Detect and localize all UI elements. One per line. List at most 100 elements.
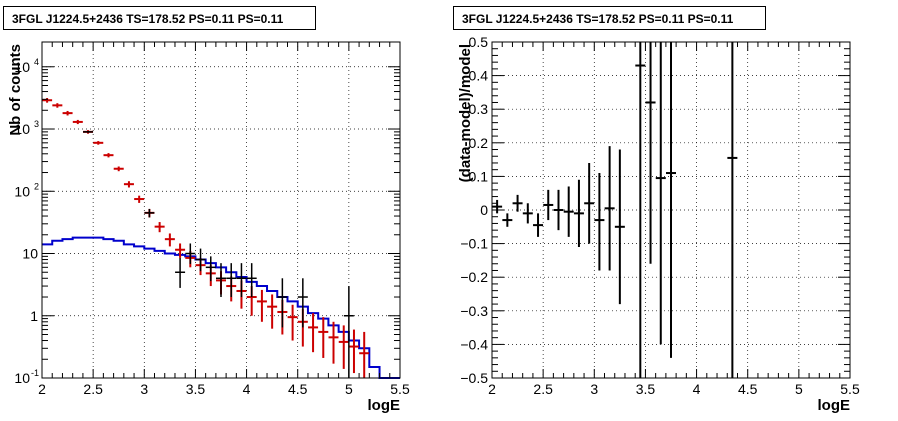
left-data-point xyxy=(205,256,216,282)
left-x-tick-label: 4.5 xyxy=(288,381,308,397)
left-data-point xyxy=(144,208,155,218)
right-chart-title: 3FGL J1224.5+2436 TS=178.52 PS=0.11 PS=0… xyxy=(453,6,766,30)
left-model-point xyxy=(328,321,339,364)
right-x-tick-label: 4.5 xyxy=(738,381,758,397)
right-residual-point xyxy=(614,149,625,305)
left-y-tick-exponent: 3 xyxy=(34,119,39,129)
right-x-tick-label: 2 xyxy=(488,381,496,397)
right-residual-point xyxy=(543,189,554,221)
right-y-tick-label: 0.5 xyxy=(469,34,489,50)
left-model-point xyxy=(287,304,298,341)
left-model-point xyxy=(348,329,359,374)
left-model-point xyxy=(318,317,329,358)
right-y-tick-label: 0.1 xyxy=(469,168,489,184)
right-residual-point xyxy=(635,42,646,378)
left-x-tick-label: 5.5 xyxy=(390,381,410,397)
right-y-tick-label: 0 xyxy=(480,202,488,218)
left-x-tick-label: 3.5 xyxy=(186,381,206,397)
right-y-tick-label: −0.2 xyxy=(460,269,488,285)
right-x-tick-label: 5.5 xyxy=(840,381,860,397)
left-model-point xyxy=(52,103,63,108)
left-y-tick-exponent: 4 xyxy=(34,57,39,67)
left-y-tick-label: 10 xyxy=(22,246,38,262)
left-chart-title: 3FGL J1224.5+2436 TS=178.52 PS=0.11 PS=0… xyxy=(3,6,316,30)
left-data-point xyxy=(195,248,206,272)
right-residual-point xyxy=(492,199,503,214)
right-residual-point xyxy=(594,173,605,271)
right-residual-point xyxy=(584,162,595,244)
right-residual-point xyxy=(533,213,544,237)
right-x-axis-title: logE xyxy=(818,397,851,414)
left-data-point xyxy=(175,257,186,288)
left-model-point xyxy=(72,119,83,125)
left-plot-area xyxy=(42,42,400,378)
right-y-tick-label: −0.3 xyxy=(460,303,488,319)
left-model-point xyxy=(113,166,124,172)
right-x-tick-label: 2.5 xyxy=(533,381,553,397)
right-y-tick-label: 0.4 xyxy=(469,68,489,84)
right-residual-point xyxy=(727,42,738,378)
right-residual-point xyxy=(655,42,666,345)
right-residual-point xyxy=(573,179,584,247)
left-data-point xyxy=(216,263,226,298)
right-residual-point xyxy=(563,186,574,237)
left-y-tick-label: 1 xyxy=(30,308,38,324)
right-plot-residuals: 2 2.5 3 3.5 4 4.5 5 5.5 −0.5 −0.4 −0.3 −0.2 −0.1 0 0.1… xyxy=(457,34,860,414)
left-y-axis-title: Nb of counts xyxy=(7,44,24,136)
left-x-tick-label: 4 xyxy=(243,381,251,397)
left-model-point xyxy=(359,331,370,378)
right-residual-point xyxy=(502,213,513,227)
left-model-point xyxy=(103,153,114,158)
right-x-tick-label: 4 xyxy=(693,381,701,397)
right-y-axis-title: (data-model)/model xyxy=(457,44,474,182)
right-residual-point xyxy=(522,203,533,224)
left-model-point xyxy=(93,141,104,145)
left-y-tick-label: 10 xyxy=(14,59,30,75)
left-model-point xyxy=(42,97,53,103)
left-data-point xyxy=(246,263,257,298)
left-x-tick-label: 2.5 xyxy=(83,381,103,397)
left-model-point xyxy=(308,313,319,353)
left-data-point xyxy=(343,286,354,378)
right-residual-point xyxy=(604,146,615,271)
right-residual-point xyxy=(553,189,564,231)
left-y-tick-exponent: -1 xyxy=(31,368,39,378)
right-y-tick-label: −0.5 xyxy=(460,370,488,386)
left-y-tick-label: 10 xyxy=(14,183,30,199)
left-x-tick-label: 2 xyxy=(38,381,46,397)
left-data-point xyxy=(226,263,237,298)
left-model-point xyxy=(338,325,349,369)
left-model-point xyxy=(256,289,267,322)
left-data-point xyxy=(297,278,308,328)
left-model-point xyxy=(267,294,278,329)
left-model-point xyxy=(62,110,73,116)
left-data-point xyxy=(236,263,247,298)
left-x-tick-label: 5 xyxy=(345,381,353,397)
right-residual-point xyxy=(645,42,656,264)
left-model-point xyxy=(175,243,186,258)
right-x-tick-label: 5 xyxy=(795,381,803,397)
left-data-point xyxy=(277,278,288,328)
left-data-point xyxy=(185,243,196,264)
left-x-axis-title: logE xyxy=(368,397,401,414)
left-y-tick-exponent: 2 xyxy=(34,181,39,191)
right-residual-point xyxy=(512,194,523,212)
right-y-tick-label: −0.4 xyxy=(460,336,488,352)
left-model-point xyxy=(123,181,134,188)
left-model-point xyxy=(134,195,145,203)
left-model-point xyxy=(154,222,165,233)
right-y-tick-label: −0.1 xyxy=(460,236,488,252)
left-model-point xyxy=(164,233,175,247)
right-y-tick-label: 0.2 xyxy=(469,135,489,151)
right-residual-point xyxy=(666,42,676,358)
left-x-tick-label: 3 xyxy=(140,381,148,397)
left-y-tick-label: 10 xyxy=(14,121,30,137)
right-x-tick-label: 3.5 xyxy=(636,381,656,397)
right-x-tick-label: 3 xyxy=(590,381,598,397)
right-y-tick-label: 0.3 xyxy=(469,101,489,117)
left-y-tick-label: 10 xyxy=(14,370,30,386)
left-data-point xyxy=(83,130,94,133)
left-model-histogram xyxy=(42,236,400,379)
